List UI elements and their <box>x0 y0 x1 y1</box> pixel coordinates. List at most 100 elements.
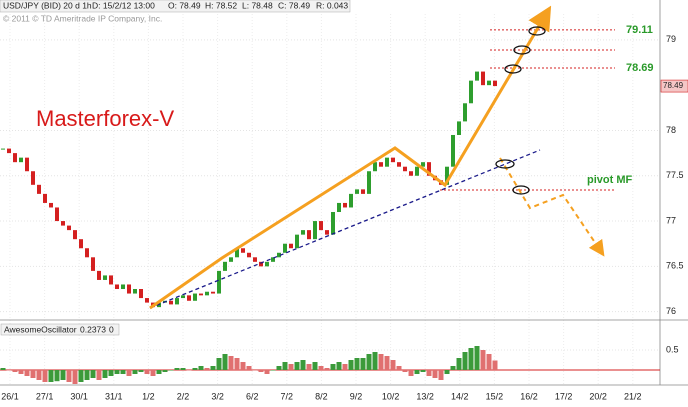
osc-bar <box>270 370 276 371</box>
ellipses <box>495 26 546 195</box>
candle <box>43 193 47 203</box>
close: C: 78.49 <box>278 0 310 10</box>
candle <box>487 80 491 86</box>
osc-bar <box>228 356 234 370</box>
candle <box>217 270 221 294</box>
chart-title: Masterforex-V <box>36 106 174 131</box>
osc-bar <box>408 370 414 376</box>
osc-bar <box>336 362 342 370</box>
date: D: 15/2/12 13:00 <box>92 0 155 10</box>
osc-bar <box>360 358 366 370</box>
osc-bar <box>462 352 468 370</box>
osc-bar <box>102 370 108 378</box>
candle <box>1 148 5 150</box>
x-tick-label: 13/2 <box>416 391 434 401</box>
osc-bar <box>234 358 240 370</box>
y-tick-label: 76.5 <box>666 261 684 271</box>
osc-bar <box>204 368 210 370</box>
osc-bar <box>180 368 186 370</box>
candle <box>457 121 461 135</box>
osc-bar <box>96 370 102 380</box>
high: H: 78.52 <box>205 0 237 10</box>
candle <box>61 221 65 226</box>
osc-bar <box>138 370 144 372</box>
osc-bar <box>18 370 24 374</box>
candle <box>313 221 317 240</box>
candle <box>169 300 173 305</box>
osc-bar <box>0 368 6 370</box>
osc-bar <box>366 354 372 370</box>
osc-bar <box>252 370 258 371</box>
level-label: 78.69 <box>626 62 654 74</box>
candle <box>421 162 425 167</box>
x-tick-label: 20/2 <box>589 391 607 401</box>
candle <box>415 166 419 176</box>
candle <box>247 252 251 258</box>
osc-bar <box>12 370 18 372</box>
osc-bar <box>432 370 438 378</box>
x-tick-label: 10/2 <box>382 391 400 401</box>
osc-bar <box>54 370 60 382</box>
osc-bar <box>378 354 384 370</box>
candle <box>403 166 407 172</box>
osc-bar <box>66 370 72 382</box>
candle <box>175 298 179 305</box>
candle <box>145 298 149 303</box>
candle <box>409 171 413 176</box>
candle <box>307 230 311 240</box>
osc-bar <box>414 370 420 374</box>
osc-bar <box>186 370 192 371</box>
candle <box>463 103 467 122</box>
candle <box>385 157 389 167</box>
candle <box>469 80 473 104</box>
osc-bar <box>84 370 90 380</box>
candle <box>295 234 299 249</box>
candle <box>103 275 107 280</box>
candle <box>193 293 197 301</box>
x-tick-label: 9/2 <box>350 391 363 401</box>
candle <box>349 193 353 208</box>
osc-bar <box>48 370 54 382</box>
osc-bar <box>324 368 330 370</box>
candle <box>361 189 365 194</box>
wave-arrow <box>149 5 552 310</box>
osc-bar <box>246 366 252 370</box>
candle <box>283 243 287 253</box>
osc-bar <box>486 354 492 370</box>
candle <box>355 189 359 194</box>
osc-bar <box>348 360 354 370</box>
osc-bar <box>216 358 222 370</box>
y-tick-label: 76 <box>666 306 676 316</box>
osc-bar <box>222 354 228 370</box>
osc-bar <box>420 370 426 372</box>
x-tick-label: 3/2 <box>211 391 224 401</box>
candle <box>451 134 455 167</box>
x-tick-label: 26/1 <box>1 391 19 401</box>
y-tick-label: 79 <box>666 34 676 44</box>
y-tick-label: 77 <box>666 215 676 225</box>
osc-bar <box>210 366 216 370</box>
alt-arrow <box>499 157 605 257</box>
candle <box>127 284 131 294</box>
candle <box>49 202 53 208</box>
osc-bar <box>390 360 396 370</box>
candle <box>289 243 293 249</box>
candle <box>367 171 371 194</box>
osc-bar <box>456 358 462 370</box>
candle <box>337 202 341 212</box>
candle <box>397 162 401 167</box>
osc-header <box>0 323 120 336</box>
candle <box>115 284 119 290</box>
candle <box>379 162 383 167</box>
candle <box>79 239 83 249</box>
osc-bar <box>468 348 474 370</box>
y-tick-label: 0.5 <box>666 344 679 354</box>
x-tick-label: 21/2 <box>624 391 642 401</box>
x-tick-label: 17/2 <box>555 391 573 401</box>
osc-bar <box>330 364 336 370</box>
osc-bar <box>294 362 300 370</box>
osc-bar <box>150 370 156 376</box>
osc-bar <box>162 370 168 372</box>
osc-bar <box>36 370 42 380</box>
candle <box>97 270 101 280</box>
